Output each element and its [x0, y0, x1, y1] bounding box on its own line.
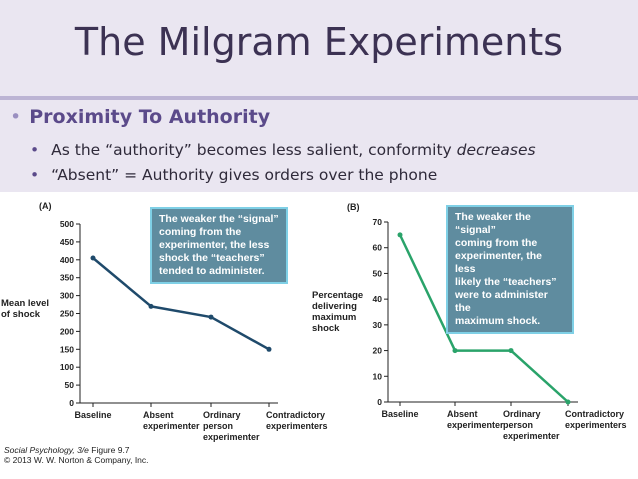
sub-bullet-1: • As the “authority” becomes less salient… [30, 141, 536, 159]
x-tick-label-line: Ordinary [203, 410, 241, 420]
y-tick-label: 200 [60, 326, 74, 336]
callout-line: shock the “teachers” [159, 252, 265, 264]
x-tick-label-line: experimenters [266, 421, 328, 431]
y-tick-label: 40 [373, 294, 383, 304]
bullet-glyph: • [10, 106, 22, 128]
callout-line: coming from the [455, 237, 538, 249]
x-tick-label: Contradictory experimenters [565, 409, 627, 430]
x-tick-label: Baseline [381, 409, 418, 419]
y-axis-label-line: Mean level [1, 298, 50, 309]
x-tick-label-line: Contradictory [565, 409, 624, 419]
x-tick-label-line: Absent [143, 410, 174, 420]
callout-line: were to administer the [455, 289, 548, 314]
data-point [452, 348, 458, 354]
callout-line: likely the “teachers” [455, 276, 557, 288]
callout-line: maximum shock. [455, 315, 541, 327]
y-tick-label: 300 [60, 291, 74, 301]
series-line [92, 257, 270, 351]
callout-line: experimenter, the less [455, 250, 542, 275]
x-tick-label-line: Ordinary [503, 409, 541, 419]
y-tick-label: 50 [65, 380, 75, 390]
y-tick-label: 50 [373, 268, 383, 278]
callout-b: The weaker the “signal” coming from the ex… [446, 205, 574, 334]
x-tick-label-line: Baseline [74, 410, 111, 420]
x-tick-label: Absent experimenter [447, 409, 504, 430]
x-tick-label: Contradictory experimenters [266, 410, 328, 431]
callout-a: The weaker the “signal” coming from the ex… [150, 207, 288, 284]
x-tick-label: Ordinary person experimenter [203, 410, 260, 442]
y-tick-label: 10 [373, 371, 383, 381]
x-tick-label-line: experimenter [447, 420, 504, 430]
y-tick-label: 400 [60, 255, 74, 265]
y-axis-label-line: delivering [312, 301, 357, 312]
data-point [90, 255, 96, 261]
x-tick-label-line: person [503, 420, 533, 430]
data-point [266, 346, 272, 352]
y-tick-label: 0 [377, 397, 382, 407]
x-tick-label: Baseline [74, 410, 111, 420]
callout-line: coming from the [159, 226, 242, 238]
x-tick-label-line: experimenter [503, 431, 560, 441]
y-tick-label: 150 [60, 344, 74, 354]
sub-bullet-2-text: “Absent” = Authority gives orders over t… [51, 166, 438, 184]
x-tick-label-line: experimenters [565, 420, 627, 430]
series-line [398, 234, 569, 403]
main-bullet-text: Proximity To Authority [29, 106, 271, 128]
figure-credit: Social Psychology, 3/e Figure 9.7 © 2013… [4, 445, 149, 465]
y-tick-label: 250 [60, 309, 74, 319]
x-tick-label: Ordinary person experimenter [503, 409, 560, 441]
credit-source-figure: Figure 9.7 [91, 445, 130, 455]
x-tick-label: Absent experimenter [143, 410, 200, 431]
x-tick-label-line: Baseline [381, 409, 418, 419]
data-point [148, 303, 154, 309]
y-tick-label: 70 [373, 217, 383, 227]
main-bullet: • Proximity To Authority [10, 106, 270, 128]
y-axis-label-line: shock [312, 323, 340, 334]
x-tick-label-line: person [203, 421, 233, 431]
y-tick-label: 0 [69, 398, 74, 408]
data-point [208, 314, 214, 320]
callout-line: experimenter, the less [159, 239, 270, 251]
y-tick-label: 350 [60, 273, 74, 283]
credit-source-title: Social Psychology, 3/e [4, 445, 89, 455]
slide-header: The Milgram Experiments • Proximity To Au… [0, 0, 638, 192]
x-tick-label-line: experimenter [143, 421, 200, 431]
x-tick-label-line: Contradictory [266, 410, 325, 420]
y-tick-label: 60 [373, 243, 383, 253]
callout-line: The weaker the “signal” [455, 211, 531, 236]
x-tick-label-line: Absent [447, 409, 478, 419]
slide-title: The Milgram Experiments [74, 20, 564, 64]
sub-bullet-1-text: As the “authority” becomes less salient,… [51, 141, 457, 159]
bullet-glyph: • [30, 141, 40, 159]
y-tick-label: 450 [60, 237, 74, 247]
data-point [397, 232, 403, 238]
callout-line: tended to administer. [159, 265, 265, 277]
sub-bullet-1-emphasis: decreases [456, 141, 536, 159]
x-tick-label-line: experimenter [203, 432, 260, 442]
data-point [508, 348, 514, 354]
panel-label: (B) [347, 202, 360, 212]
y-tick-label: 500 [60, 219, 74, 229]
credit-copyright: © 2013 W. W. Norton & Company, Inc. [4, 455, 149, 465]
data-point [565, 399, 571, 405]
y-tick-label: 100 [60, 362, 74, 372]
header-divider [0, 96, 638, 100]
panel-label: (A) [39, 201, 52, 211]
y-axis-label-line: of shock [1, 309, 41, 320]
y-axis-label-b: Percentage delivering maximum shock [312, 290, 363, 334]
callout-line: The weaker the “signal” [159, 213, 279, 225]
y-axis-label-line: Percentage [312, 290, 364, 301]
y-axis-label-a: Mean level of shock [1, 298, 49, 320]
y-tick-label: 20 [373, 346, 383, 356]
bullet-glyph: • [30, 166, 40, 184]
sub-bullet-2: • “Absent” = Authority gives orders over … [30, 166, 437, 184]
y-axis-label-line: maximum [312, 312, 357, 323]
y-tick-label: 30 [373, 320, 383, 330]
